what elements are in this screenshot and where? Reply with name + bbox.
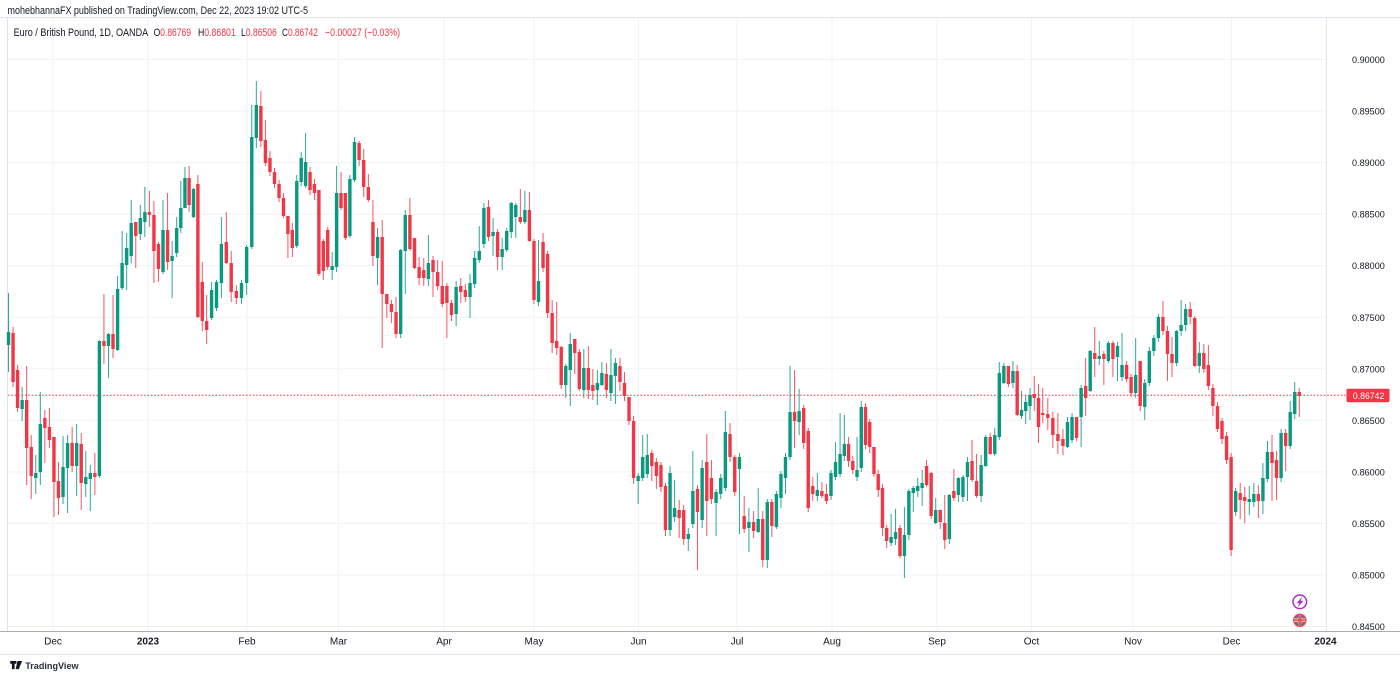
svg-text:Sep: Sep bbox=[928, 637, 946, 648]
svg-text:0.84500: 0.84500 bbox=[1352, 622, 1385, 633]
svg-text:Feb: Feb bbox=[238, 637, 256, 648]
svg-text:0.89500: 0.89500 bbox=[1352, 107, 1385, 118]
svg-text:0.90000: 0.90000 bbox=[1352, 55, 1385, 66]
svg-text:0.89000: 0.89000 bbox=[1352, 158, 1385, 169]
svg-text:0.85000: 0.85000 bbox=[1352, 571, 1385, 582]
svg-text:Mar: Mar bbox=[330, 637, 348, 648]
svg-text:0.86742: 0.86742 bbox=[1353, 391, 1384, 402]
svg-text:0.86000: 0.86000 bbox=[1352, 467, 1385, 478]
svg-text:H0.86801: H0.86801 bbox=[198, 27, 236, 39]
svg-text:0.87000: 0.87000 bbox=[1352, 364, 1385, 375]
svg-text:mohebhannaFX published on Trad: mohebhannaFX published on TradingView.co… bbox=[8, 5, 309, 17]
svg-text:2024: 2024 bbox=[1314, 637, 1337, 648]
svg-text:Euro / British Pound, 1D, OAND: Euro / British Pound, 1D, OANDA bbox=[14, 27, 149, 39]
svg-text:Nov: Nov bbox=[1124, 637, 1142, 648]
svg-text:0.87500: 0.87500 bbox=[1352, 313, 1385, 324]
svg-text:Oct: Oct bbox=[1024, 637, 1040, 648]
svg-text:2023: 2023 bbox=[137, 637, 160, 648]
svg-text:O0.86769: O0.86769 bbox=[154, 27, 191, 39]
svg-text:May: May bbox=[525, 637, 544, 648]
svg-text:−0.00027 (−0.03%): −0.00027 (−0.03%) bbox=[325, 27, 400, 39]
svg-text:0.86500: 0.86500 bbox=[1352, 416, 1385, 427]
svg-text:Jun: Jun bbox=[630, 637, 646, 648]
svg-text:Dec: Dec bbox=[44, 637, 62, 648]
svg-text:Dec: Dec bbox=[1223, 637, 1241, 648]
svg-text:TradingView: TradingView bbox=[25, 661, 79, 672]
svg-text:L0.86506: L0.86506 bbox=[241, 27, 277, 39]
svg-text:Apr: Apr bbox=[436, 637, 452, 648]
svg-text:Aug: Aug bbox=[823, 637, 841, 648]
svg-text:C0.86742: C0.86742 bbox=[282, 27, 318, 39]
svg-text:0.88000: 0.88000 bbox=[1352, 261, 1385, 272]
svg-text:0.88500: 0.88500 bbox=[1352, 210, 1385, 221]
svg-text:Jul: Jul bbox=[731, 637, 744, 648]
svg-text:0.85500: 0.85500 bbox=[1352, 519, 1385, 530]
